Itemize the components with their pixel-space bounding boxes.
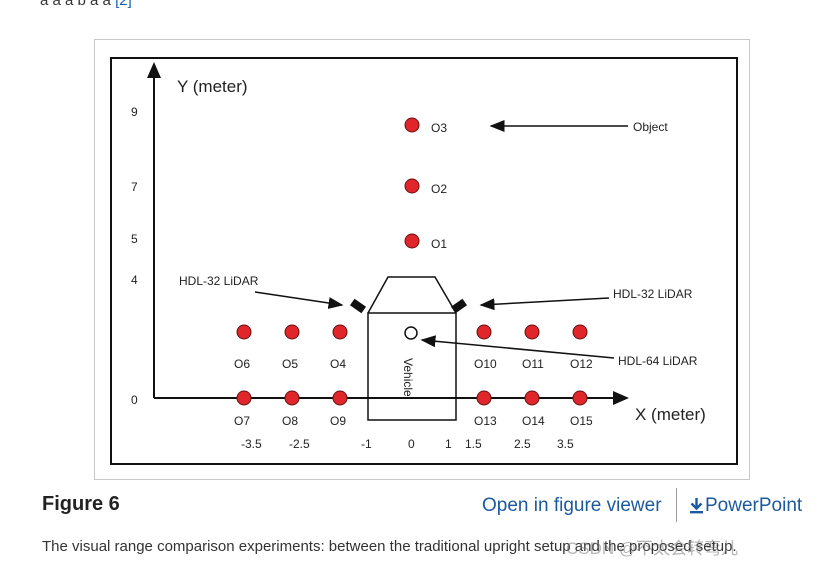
x-tick-label: -3.5 (241, 437, 262, 451)
object-label-text: O7 (234, 414, 250, 428)
object-label-text: O15 (570, 414, 593, 428)
y-tick-label: 0 (131, 393, 138, 407)
watermark: CSDN @不太会转弯儿 (566, 539, 739, 558)
vehicle-label: Vehicle (401, 358, 415, 397)
right-lidar-label: HDL-32 LiDAR (613, 287, 693, 301)
left-lidar-label: HDL-32 LiDAR (179, 274, 259, 288)
x-axis-label: X (meter) (635, 405, 706, 424)
open-figure-viewer-link[interactable]: Open in figure viewer (482, 495, 662, 516)
object-marker (332, 390, 348, 406)
object-label-text: O9 (330, 414, 346, 428)
object-label-text: O8 (282, 414, 298, 428)
right-lidar-sensor (450, 298, 468, 314)
object-label-text: O6 (234, 357, 250, 371)
x-axis-arrowhead (613, 391, 629, 405)
powerpoint-label: PowerPoint (705, 495, 803, 516)
object-marker (236, 390, 252, 406)
powerpoint-link[interactable]: PowerPoint (689, 495, 802, 517)
object-label-text: O14 (522, 414, 545, 428)
header-text-clip: a a a b a a [2] (40, 0, 132, 9)
divider (676, 488, 677, 522)
object-marker (404, 233, 420, 249)
object-marker (404, 178, 420, 194)
object-marker (332, 324, 348, 340)
vehicle-hood (367, 276, 457, 314)
left-lidar-sensor (349, 298, 367, 314)
objects-layer: O1 O2 O3 O4 O5 O6 O7 O8 O9 O10 O11 O12 O13 O14 O15 (234, 117, 593, 428)
object-label-text: O3 (431, 121, 447, 135)
object-marker (284, 324, 300, 340)
object-label-text: O12 (570, 357, 593, 371)
y-tick-label: 9 (131, 105, 138, 119)
object-marker (572, 390, 588, 406)
figure-description: The visual range comparison experiments:… (42, 538, 737, 555)
object-marker (236, 324, 252, 340)
x-tick-label: 3.5 (557, 437, 574, 451)
y-axis-label: Y (meter) (177, 77, 248, 96)
object-label: Object (633, 120, 668, 134)
object-marker (572, 324, 588, 340)
object-label-text: O13 (474, 414, 497, 428)
top-lidar-sensor (404, 326, 418, 340)
figure-title: Figure 6 (42, 493, 120, 515)
y-axis-arrowhead (147, 62, 161, 78)
x-tick-label: 0 (408, 437, 415, 451)
object-label-text: O1 (431, 237, 447, 251)
diagram-frame (110, 57, 738, 465)
download-icon (690, 498, 703, 514)
object-marker (476, 390, 492, 406)
object-label-text: O2 (431, 182, 447, 196)
reference-link[interactable]: [2] (115, 0, 132, 9)
figure-image[interactable]: Y (meter) X (meter) 9 7 5 4 0 -3.5 -2.5 … (94, 39, 750, 480)
figure-caption-bar: Figure 6 Open in figure viewer PowerPoin… (42, 488, 804, 524)
y-tick-label: 5 (131, 232, 138, 246)
object-marker (404, 117, 420, 133)
top-lidar-label: HDL-64 LiDAR (618, 354, 698, 368)
object-marker (476, 324, 492, 340)
x-tick-label: -2.5 (289, 437, 310, 451)
object-label-text: O10 (474, 357, 497, 371)
object-label-text: O11 (522, 357, 544, 371)
x-tick-label: 1.5 (465, 437, 482, 451)
y-tick-label: 4 (131, 273, 138, 287)
object-marker (284, 390, 300, 406)
object-label-text: O4 (330, 357, 346, 371)
x-tick-label: -1 (361, 437, 372, 451)
x-tick-label: 2.5 (514, 437, 531, 451)
header-text: a a a b a a (40, 0, 111, 9)
vehicle-body (367, 312, 457, 421)
figure-diagram: Y (meter) X (meter) 9 7 5 4 0 -3.5 -2.5 … (110, 57, 738, 465)
object-marker (524, 390, 540, 406)
x-tick-label: 1 (445, 437, 452, 451)
left-lidar-arrow (254, 291, 344, 309)
object-label-text: O5 (282, 357, 298, 371)
right-lidar-arrow (479, 297, 610, 311)
top-lidar-arrow (420, 335, 615, 359)
object-marker (524, 324, 540, 340)
y-tick-label: 7 (131, 180, 138, 194)
